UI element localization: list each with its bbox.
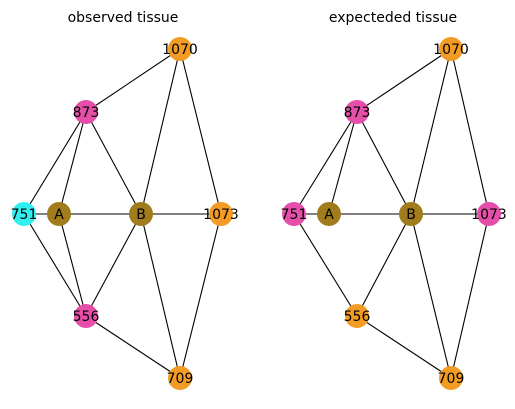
edge-A-556 [58, 213, 87, 317]
node-751 [282, 202, 306, 226]
node-1073 [477, 202, 501, 226]
node-751 [12, 202, 36, 226]
node-873 [345, 100, 369, 124]
node-label-709: 709 [438, 371, 465, 387]
node-873 [74, 100, 98, 124]
edge-1073-709 [179, 213, 222, 379]
edge-1070-1073 [450, 48, 490, 215]
edge-1070-B [410, 48, 452, 215]
node-1070 [439, 37, 463, 61]
node-A [47, 202, 71, 226]
edge-873-751 [293, 111, 358, 215]
edge-556-709 [356, 315, 452, 379]
edge-B-709 [140, 213, 181, 379]
node-label-556: 556 [73, 309, 100, 325]
node-label-709: 709 [167, 371, 194, 387]
node-A [317, 202, 341, 226]
edge-B-556 [85, 213, 142, 317]
node-1073 [209, 202, 233, 226]
edge-1070-B [140, 48, 181, 215]
observed-tissue-nodes: 1070 873 751 A B 1073 556 709 [11, 37, 239, 390]
edge-B-709 [410, 213, 452, 379]
node-label-751: 751 [11, 207, 38, 223]
node-label-B: B [136, 207, 146, 223]
node-label-1070: 1070 [162, 42, 198, 58]
edge-873-1070 [85, 48, 181, 113]
edge-873-A [328, 111, 358, 215]
edge-1070-1073 [179, 48, 222, 215]
observed-tissue-edges [23, 48, 222, 379]
node-B [399, 202, 423, 226]
expected-tissue-title: expecteded tissue [329, 10, 457, 26]
node-label-A: A [324, 207, 334, 223]
edge-873-B [356, 111, 412, 215]
node-1070 [168, 37, 192, 61]
node-709 [439, 366, 463, 390]
observed-tissue-panel: observed tissue 1070 873 751 A B 1073 556 709 [11, 10, 239, 390]
edge-873-B [85, 111, 142, 215]
expected-tissue-panel: expecteded tissue 1070 873 751 A B 1073 556 709 [281, 10, 507, 390]
node-label-A: A [54, 207, 64, 223]
edge-B-556 [356, 213, 412, 317]
node-709 [168, 366, 192, 390]
node-label-873: 873 [73, 105, 100, 121]
edge-873-751 [23, 111, 87, 215]
edge-873-1070 [356, 48, 452, 113]
node-label-1073: 1073 [471, 207, 507, 223]
observed-tissue-title: observed tissue [68, 10, 179, 26]
expected-tissue-nodes: 1070 873 751 A B 1073 556 709 [281, 37, 507, 390]
node-556 [345, 304, 369, 328]
node-label-873: 873 [344, 105, 371, 121]
edge-873-A [58, 111, 87, 215]
node-556 [74, 304, 98, 328]
node-label-1073: 1073 [203, 207, 239, 223]
edge-556-709 [85, 315, 181, 379]
edge-751-556 [293, 213, 358, 317]
edge-751-556 [23, 213, 87, 317]
node-label-556: 556 [344, 309, 371, 325]
node-label-B: B [406, 207, 416, 223]
node-B [129, 202, 153, 226]
node-label-751: 751 [281, 207, 308, 223]
node-label-1070: 1070 [433, 42, 469, 58]
edge-1073-709 [450, 213, 490, 379]
expected-tissue-edges [293, 48, 490, 379]
